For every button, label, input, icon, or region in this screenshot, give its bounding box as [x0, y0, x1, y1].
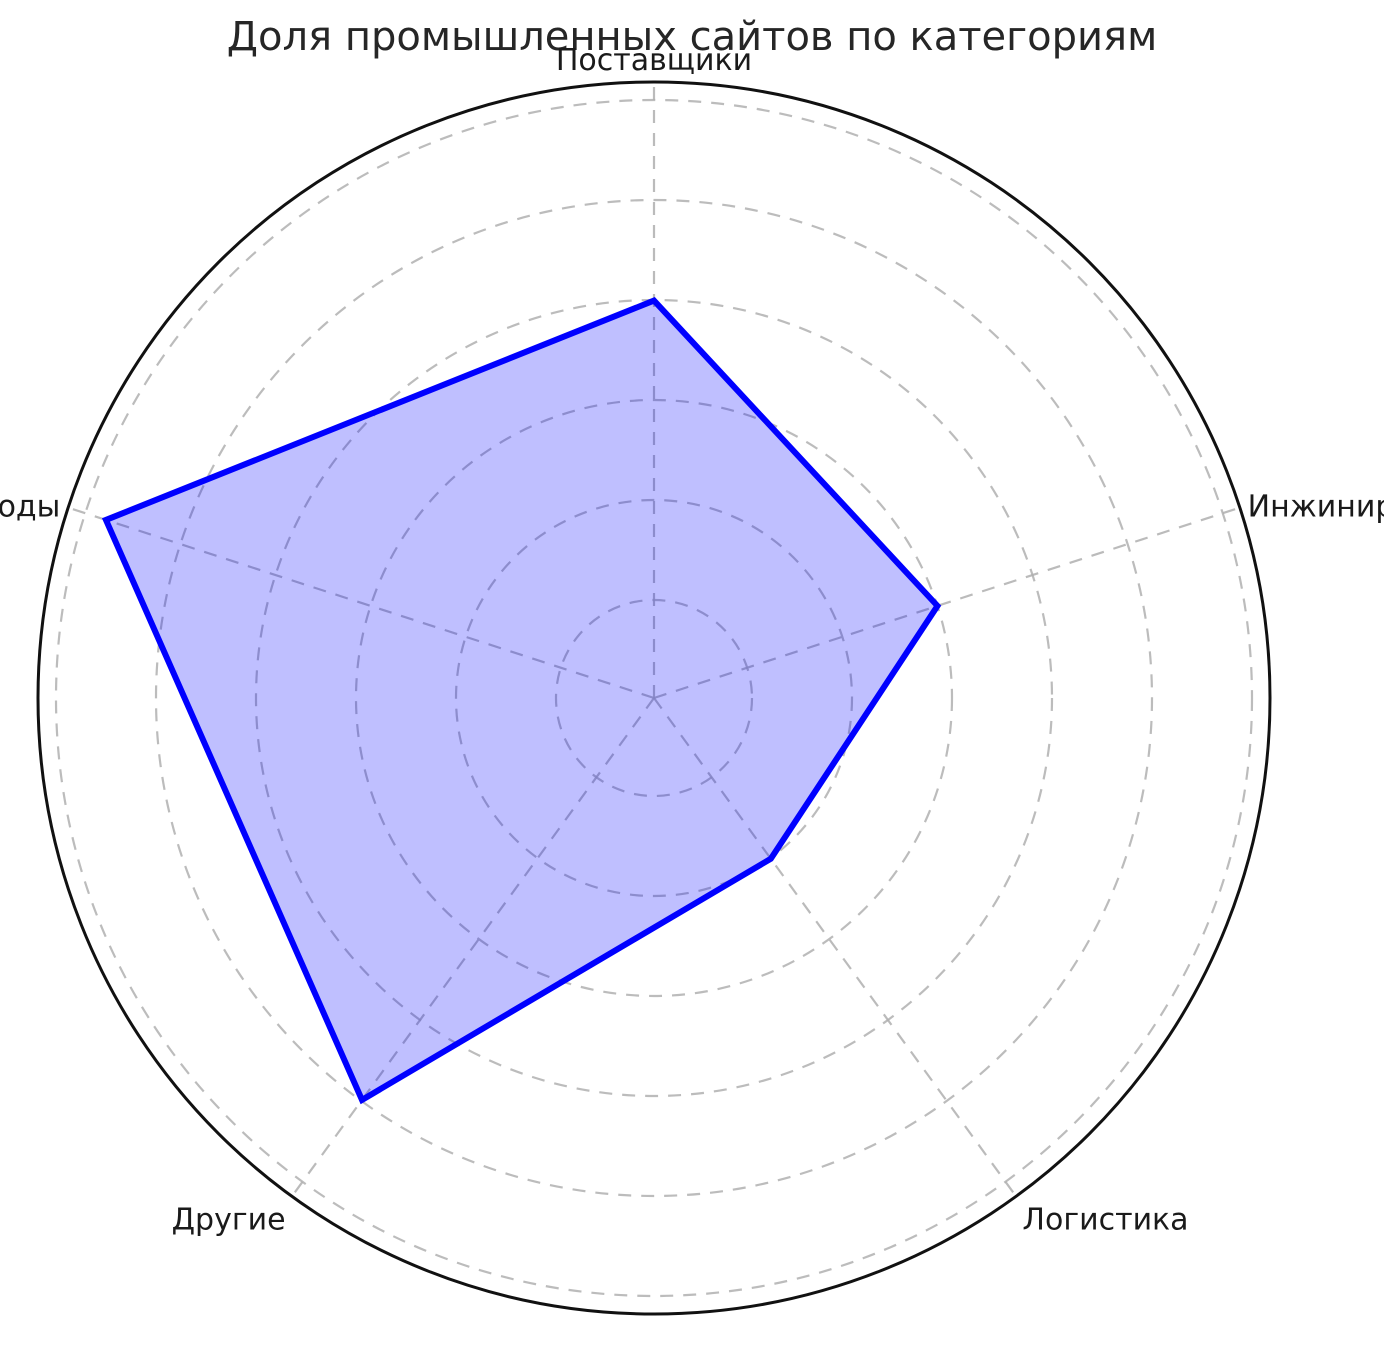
grid-spoke-1	[67, 506, 655, 700]
axis-label-4: Инжиниринг	[1248, 489, 1384, 524]
grid-spoke-3	[653, 697, 1017, 1198]
axis-label-2: Другие	[172, 1203, 286, 1238]
axis-label-0: Поставщики	[556, 43, 752, 78]
grid-circle-5	[154, 198, 1154, 1198]
grid-circle-3	[354, 398, 954, 998]
grid-spoke-2	[291, 697, 655, 1198]
grid-circle-2	[454, 498, 854, 898]
axis-label-1: Заводы	[0, 489, 60, 524]
axis-label-3: Логистика	[1022, 1203, 1188, 1238]
axis-label-layer: Поставщики Заводы Другие Логистика Инжинирин…	[0, 43, 1384, 1238]
grid-spoke-4	[653, 506, 1241, 700]
radar-series-polygon-0	[101, 297, 942, 1105]
polar-grid	[36, 80, 1272, 1316]
radar-series-layer	[101, 297, 942, 1105]
page-title: Доля промышленных сайтов по категориям	[226, 14, 1158, 60]
outer-boundary-ring	[36, 80, 1272, 1316]
